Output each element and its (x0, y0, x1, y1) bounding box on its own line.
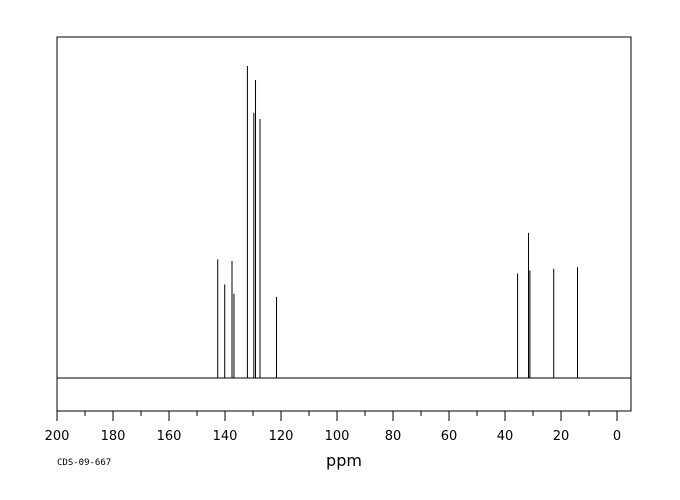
x-tick-label-140: 140 (213, 429, 238, 444)
x-tick-label-60: 60 (441, 429, 458, 444)
x-tick-label-40: 40 (497, 429, 514, 444)
x-tick-label-180: 180 (101, 429, 126, 444)
x-tick-label-100: 100 (325, 429, 350, 444)
x-axis-ticks: 200 180 160 140 120 100 80 60 40 20 0 (45, 411, 621, 444)
x-tick-label-80: 80 (385, 429, 402, 444)
x-tick-label-0: 0 (613, 429, 621, 444)
x-tick-label-120: 120 (269, 429, 294, 444)
peaks-layer (217, 66, 579, 378)
x-tick-label-200: 200 (45, 429, 70, 444)
x-tick-label-20: 20 (553, 429, 570, 444)
x-axis-label: ppm (326, 451, 362, 470)
plot-frame (56, 36, 632, 412)
x-tick-label-160: 160 (157, 429, 182, 444)
compound-code: CDS-09-667 (57, 458, 111, 468)
